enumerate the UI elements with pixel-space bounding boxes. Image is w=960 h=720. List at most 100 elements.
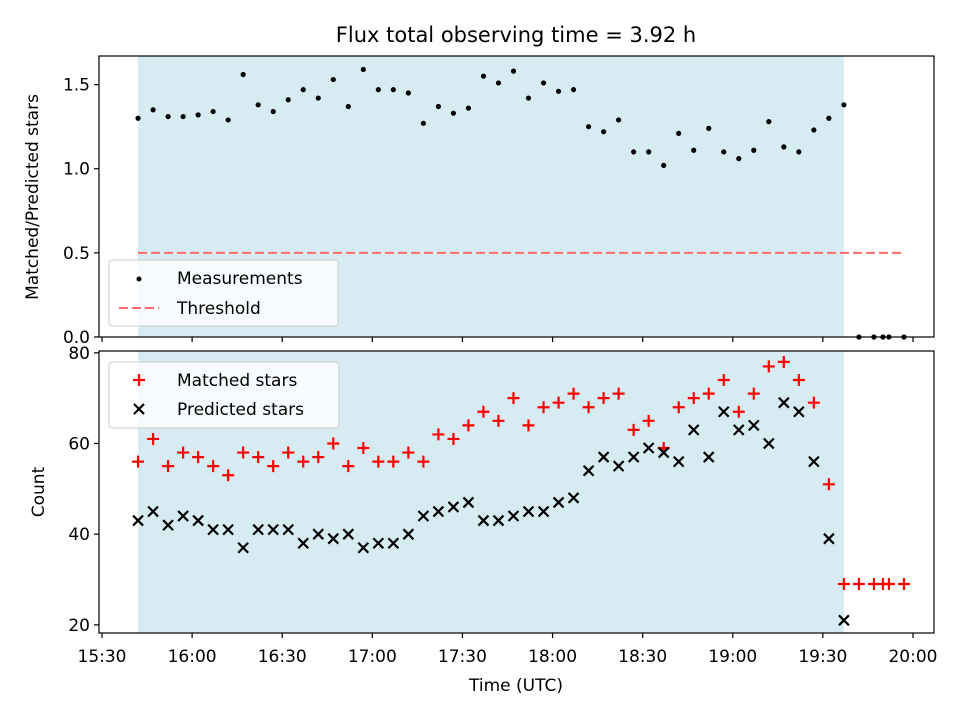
bottom-x-tick-label: 15:30 bbox=[78, 647, 127, 667]
predicted-star-point bbox=[447, 501, 460, 513]
predicted-star-point bbox=[222, 523, 234, 536]
measurement-point bbox=[676, 130, 682, 137]
predicted-star-point bbox=[717, 405, 730, 418]
predicted-star-point bbox=[537, 505, 550, 518]
measurement-point bbox=[240, 71, 246, 78]
predicted-star-point bbox=[597, 451, 610, 463]
bottom-x-tick-label: 16:30 bbox=[258, 647, 307, 667]
matched-star-point bbox=[147, 432, 160, 445]
measurement-point bbox=[766, 119, 772, 125]
measurement-point bbox=[601, 129, 607, 135]
measurement-point bbox=[811, 127, 817, 133]
measurement-point bbox=[736, 156, 742, 162]
predicted-star-point bbox=[357, 541, 370, 554]
measurement-point bbox=[225, 117, 231, 123]
matched-star-point bbox=[507, 392, 520, 405]
matched-star-point bbox=[642, 414, 655, 427]
measurement-point bbox=[360, 66, 366, 73]
matched-star-point bbox=[222, 469, 235, 482]
predicted-star-point bbox=[687, 424, 700, 436]
matched-star-point bbox=[192, 451, 205, 464]
predicted-star-point bbox=[808, 455, 820, 468]
measurement-point bbox=[721, 149, 727, 155]
bottom-x-ticks: 15:30 16:00 16:30 17:00 17:30 18:00 18:30 19:00… bbox=[78, 633, 937, 667]
measurement-point bbox=[285, 97, 291, 103]
predicted-star-point bbox=[507, 510, 520, 522]
matched-star-point bbox=[207, 460, 220, 473]
predicted-star-point bbox=[177, 510, 189, 522]
predicted-star-point bbox=[672, 455, 685, 468]
matched-star-point bbox=[852, 578, 865, 591]
bottom-x-tick-label: 17:30 bbox=[438, 647, 487, 667]
bottom-y-tick-label: 20 bbox=[68, 616, 90, 636]
measurement-point bbox=[691, 147, 697, 153]
measurement-point bbox=[585, 124, 592, 130]
measurement-point bbox=[796, 149, 802, 155]
matched-star-point bbox=[597, 392, 610, 405]
matched-star-point bbox=[897, 578, 910, 591]
measurement-point bbox=[330, 76, 336, 83]
matched-star-point bbox=[717, 374, 730, 387]
predicted-star-point bbox=[192, 514, 204, 527]
legend-matched-marker bbox=[133, 374, 145, 386]
matched-star-point bbox=[312, 451, 325, 464]
predicted-star-point bbox=[387, 537, 400, 550]
measurement-point bbox=[210, 108, 216, 115]
measurement-point bbox=[616, 117, 622, 123]
top-y-tick-label: 0.5 bbox=[63, 244, 90, 264]
matched-star-point bbox=[702, 387, 715, 400]
measurement-point bbox=[195, 112, 201, 118]
measurement-point bbox=[480, 73, 487, 79]
predicted-star-point bbox=[432, 505, 445, 518]
measurement-point bbox=[165, 113, 171, 120]
measurement-point bbox=[631, 149, 637, 155]
legend-measurements-label: Measurements bbox=[177, 269, 303, 289]
measurement-point bbox=[495, 80, 502, 86]
matched-star-point bbox=[582, 401, 595, 414]
matched-star-point bbox=[357, 442, 370, 455]
matched-star-point bbox=[492, 414, 505, 427]
measurement-point bbox=[540, 80, 547, 86]
predicted-star-point bbox=[402, 528, 415, 540]
matched-star-point bbox=[432, 428, 445, 441]
matched-star-point bbox=[777, 355, 790, 368]
predicted-star-point bbox=[162, 519, 174, 531]
predicted-star-point bbox=[297, 537, 310, 550]
top-legend: Measurements Threshold bbox=[108, 259, 339, 327]
bottom-legend: Matched stars Predicted stars bbox=[108, 361, 340, 429]
matched-star-point bbox=[447, 432, 460, 445]
predicted-star-point bbox=[778, 396, 790, 409]
predicted-star-point bbox=[567, 492, 580, 504]
measurement-point bbox=[435, 103, 442, 110]
bottom-y-axis-label: Count bbox=[29, 466, 49, 517]
predicted-star-point bbox=[417, 510, 430, 522]
measurement-point bbox=[315, 95, 321, 101]
matched-star-point bbox=[327, 437, 340, 450]
bottom-axes-frame bbox=[98, 350, 935, 634]
measurement-point bbox=[180, 113, 186, 120]
predicted-star-point bbox=[793, 405, 805, 418]
top-x-tick-marks bbox=[101, 337, 914, 342]
top-axes-frame bbox=[98, 55, 935, 338]
bottom-x-tick-label: 19:00 bbox=[708, 647, 757, 667]
predicted-star-point bbox=[282, 523, 295, 536]
measurement-point bbox=[510, 68, 517, 74]
measurement-point bbox=[525, 95, 532, 101]
predicted-star-point bbox=[702, 451, 715, 463]
matched-star-point bbox=[462, 419, 475, 432]
legend-predicted-label: Predicted stars bbox=[177, 400, 304, 420]
legend-measurements-marker bbox=[136, 276, 142, 282]
predicted-star-point bbox=[372, 537, 385, 550]
predicted-star-point bbox=[522, 505, 535, 518]
predicted-star-point bbox=[732, 424, 745, 436]
top-legend-box bbox=[108, 259, 339, 327]
bottom-y-tick-label: 60 bbox=[68, 434, 90, 454]
predicted-star-point bbox=[132, 514, 144, 527]
legend-threshold-label: Threshold bbox=[176, 299, 261, 319]
top-y-ticks: 0.0 0.5 1.0 1.5 bbox=[63, 76, 99, 348]
measurement-point bbox=[420, 120, 426, 126]
matched-star-point bbox=[267, 460, 280, 473]
bottom-y-tick-label: 80 bbox=[68, 344, 90, 364]
